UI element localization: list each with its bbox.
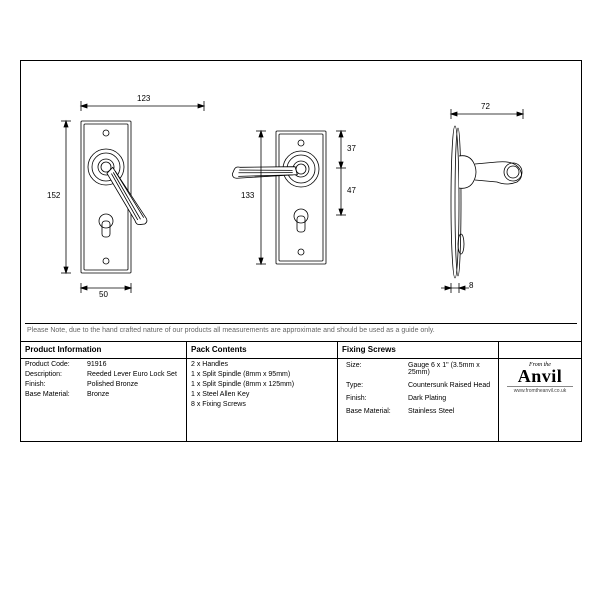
dim-side-depth: 8 [469, 281, 473, 290]
row-label: Base Material: [342, 407, 406, 417]
dim-front-width: 123 [137, 94, 150, 103]
col-logo: From the Anvil www.fromtheanvil.co.uk [499, 342, 581, 441]
logo-url: www.fromtheanvil.co.uk [507, 386, 573, 394]
dim-front-base: 50 [99, 290, 108, 299]
drawing-area: 123 152 50 133 37 47 72 8 [21, 61, 581, 321]
dim-front-height: 152 [47, 191, 60, 200]
dim-rear-height: 133 [241, 191, 254, 200]
pack-contents-row: 1 x Steel Allen Key [187, 389, 337, 399]
logo-main: Anvil [499, 368, 581, 384]
fixing-screws-row: Base Material:Stainless Steel [338, 405, 498, 418]
row-value: Reeded Lever Euro Lock Set [85, 369, 186, 379]
product-info-row: Description:Reeded Lever Euro Lock Set [21, 369, 186, 379]
row-label: Finish: [342, 394, 406, 404]
dim-side-width: 72 [481, 102, 490, 111]
fixing-screws-header: Fixing Screws [338, 342, 498, 359]
dim-rear-lower: 47 [347, 186, 356, 195]
product-info-row: Base Material:Bronze [21, 389, 186, 399]
row-label: Type: [342, 381, 406, 391]
pack-contents-row: 8 x Fixing Screws [187, 399, 337, 409]
brand-logo: From the Anvil www.fromtheanvil.co.uk [499, 362, 581, 394]
dim-rear-upper: 37 [347, 144, 356, 153]
pack-contents-row: 1 x Split Spindle (8mm x 125mm) [187, 379, 337, 389]
row-value: 91916 [85, 359, 186, 369]
col-pack-contents: Pack Contents 2 x Handles1 x Split Spind… [187, 342, 338, 441]
row-label: Finish: [21, 379, 85, 389]
product-info-row: Finish:Polished Bronze [21, 379, 186, 389]
logo-header [499, 342, 581, 359]
col-fixing-screws: Fixing Screws Size:Gauge 6 x 1" (3.5mm x… [338, 342, 499, 441]
fixing-screws-row: Finish:Dark Plating [338, 392, 498, 405]
product-info-row: Product Code:91916 [21, 359, 186, 369]
row-value: Stainless Steel [406, 407, 494, 417]
row-value: Bronze [85, 389, 186, 399]
fixing-screws-row: Type:Countersunk Raised Head [338, 379, 498, 392]
measurement-note: Please Note, due to the hand crafted nat… [25, 323, 577, 336]
pack-contents-header: Pack Contents [187, 342, 337, 359]
pack-contents-row: 1 x Split Spindle (8mm x 95mm) [187, 369, 337, 379]
col-product-info: Product Information Product Code:91916De… [21, 342, 187, 441]
row-value: Dark Plating [406, 394, 494, 404]
fixing-screws-row: Size:Gauge 6 x 1" (3.5mm x 25mm) [338, 359, 498, 379]
drawing-sheet: 123 152 50 133 37 47 72 8 Please Note, d… [20, 60, 582, 442]
info-table: Product Information Product Code:91916De… [21, 341, 581, 441]
row-value: Countersunk Raised Head [406, 381, 494, 391]
pack-contents-row: 2 x Handles [187, 359, 337, 369]
row-label: Description: [21, 369, 85, 379]
row-label: Size: [342, 361, 406, 378]
row-label: Base Material: [21, 389, 85, 399]
row-label: Product Code: [21, 359, 85, 369]
row-value: Polished Bronze [85, 379, 186, 389]
technical-drawing [21, 61, 581, 321]
row-value: Gauge 6 x 1" (3.5mm x 25mm) [406, 361, 494, 378]
product-info-header: Product Information [21, 342, 186, 359]
